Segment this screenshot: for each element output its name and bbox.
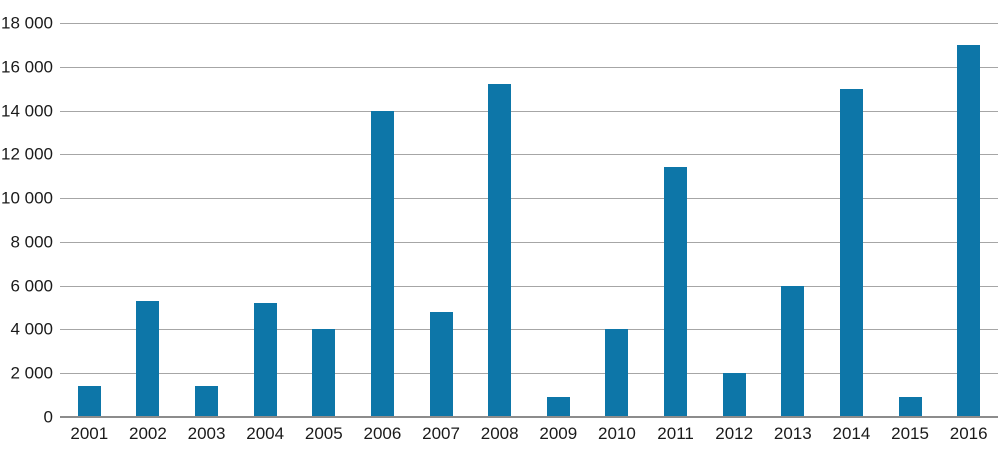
gridline (60, 241, 998, 243)
bar-2004 (253, 303, 277, 417)
plot-area (60, 23, 998, 418)
bar-slot-2002 (119, 23, 178, 417)
x-axis-tick-label: 2015 (891, 424, 929, 443)
bar-slot-2005 (295, 23, 354, 417)
x-axis-tick-label: 2009 (539, 424, 578, 443)
bar-slot-2001 (60, 23, 119, 417)
gridline (60, 66, 998, 68)
bar-2001 (77, 386, 101, 417)
bar-slot-2008 (470, 23, 529, 417)
bar-2016 (957, 44, 981, 417)
bar-slot-2009 (529, 23, 588, 417)
bar-slot-2013 (764, 23, 823, 417)
bar-2013 (781, 285, 805, 417)
bar-slot-2004 (236, 23, 295, 417)
bar-2012 (722, 373, 746, 417)
bar-2003 (195, 386, 219, 417)
bar-slot-2006 (353, 23, 412, 417)
x-axis-tick-label: 2014 (832, 424, 871, 443)
bar-slot-2007 (412, 23, 471, 417)
x-axis-tick-label: 2002 (129, 424, 167, 443)
x-axis-tick-label: 2016 (949, 424, 988, 443)
x-axis: 2001 2002 2003 2004 2005 2006 2007 2008 2009 2010… (60, 425, 998, 442)
y-axis-tick-label: 6 000 (10, 276, 53, 296)
gridline (60, 23, 998, 24)
bar-2005 (312, 329, 336, 417)
x-axis-tick-label: 2011 (657, 424, 694, 443)
x-axis-line (60, 416, 998, 418)
bar-2007 (429, 311, 453, 417)
bar-slot-2010 (588, 23, 647, 417)
bar-slot-2015 (881, 23, 940, 417)
bar-2010 (605, 329, 629, 417)
gridline (60, 198, 998, 200)
bar-slot-2014 (822, 23, 881, 417)
y-axis-tick-label: 8 000 (10, 232, 53, 252)
gridline (60, 329, 998, 331)
x-axis-tick-label: 2005 (304, 424, 343, 443)
bar-2014 (839, 88, 863, 417)
y-axis-tick-label: 2 000 (10, 363, 53, 383)
bar-2006 (370, 110, 394, 417)
y-axis-tick-label: 16 000 (1, 57, 53, 77)
gridline (60, 373, 998, 375)
gridline (60, 285, 998, 287)
y-axis-tick-label: 0 (43, 407, 53, 427)
bar-2008 (488, 84, 512, 417)
x-axis-tick-label: 2003 (187, 424, 226, 443)
bars (60, 23, 998, 417)
x-axis-tick-label: 2008 (480, 424, 519, 443)
bar-2015 (898, 397, 922, 417)
x-axis-tick-label: 2006 (363, 424, 402, 443)
x-axis-tick-label: 2007 (422, 424, 460, 443)
y-axis-tick-label: 10 000 (1, 188, 53, 208)
bar-2011 (664, 167, 688, 417)
bar-2009 (546, 397, 570, 417)
bar-slot-2012 (705, 23, 764, 417)
y-axis-tick-label: 18 000 (1, 13, 53, 33)
x-axis-tick-label: 2012 (715, 424, 754, 443)
x-axis-tick-label: 2010 (598, 424, 636, 443)
gridline (60, 110, 998, 112)
gridline (60, 154, 998, 156)
y-axis-tick-label: 4 000 (10, 319, 53, 339)
bar-slot-2011 (646, 23, 705, 417)
y-axis: 0 2 000 4 000 6 000 8 000 10 000 12 000 14 000 1… (0, 0, 53, 458)
x-axis-tick-label: 2001 (70, 424, 109, 443)
x-axis-tick-label: 2004 (246, 424, 285, 443)
bar-slot-2016 (939, 23, 998, 417)
bar-2002 (136, 301, 160, 417)
bar-slot-2003 (177, 23, 236, 417)
x-axis-tick-label: 2013 (773, 424, 812, 443)
y-axis-tick-label: 12 000 (1, 144, 53, 164)
y-axis-tick-label: 14 000 (1, 101, 53, 121)
